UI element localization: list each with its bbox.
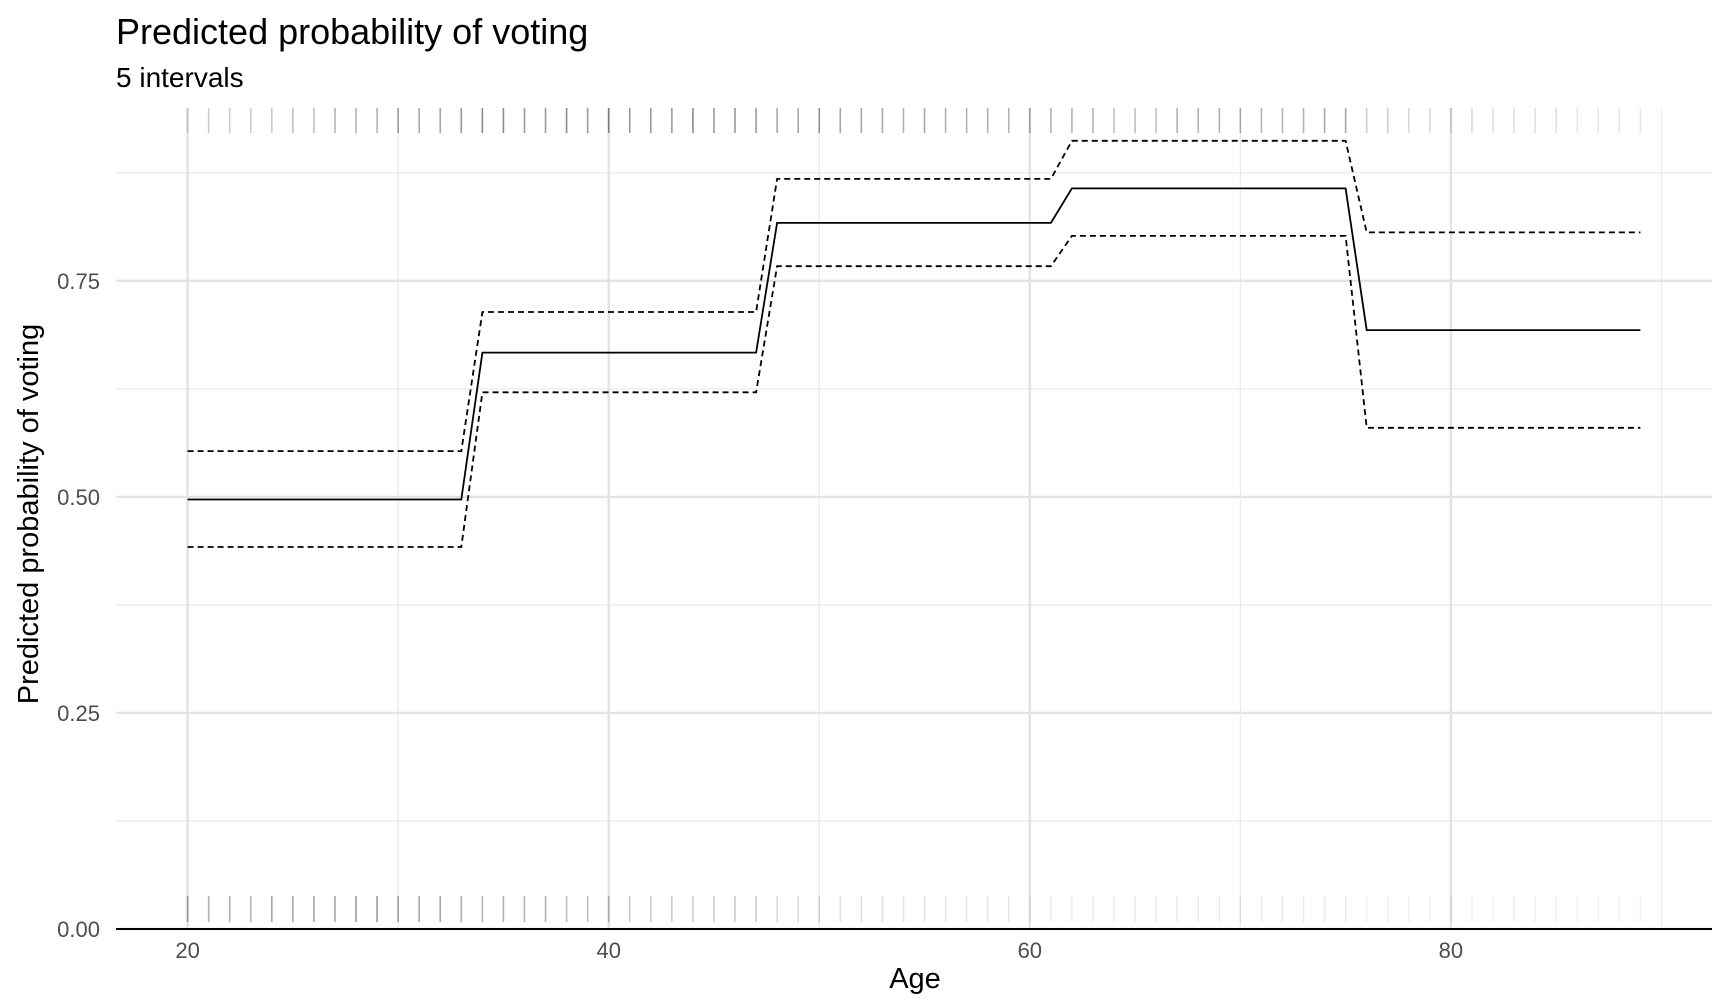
chart-title: Predicted probability of voting (116, 11, 588, 52)
y-tick-label: 0.75 (57, 269, 100, 294)
minor-gridlines (116, 108, 1712, 929)
x-tick-labels: 20 40 60 80 (175, 938, 1463, 963)
x-tick-label: 80 (1439, 938, 1463, 963)
chart-subtitle: 5 intervals (116, 62, 244, 93)
x-tick-label: 40 (596, 938, 620, 963)
series-estimate-line (187, 187, 1641, 501)
y-tick-label: 0.50 (57, 485, 100, 510)
y-axis-title: Predicted probability of voting (13, 324, 45, 704)
x-axis-title: Age (889, 963, 941, 995)
series-ci-line-1 (187, 139, 1641, 453)
x-tick-label: 60 (1018, 938, 1042, 963)
y-tick-label: 0.25 (57, 701, 100, 726)
rug-top (186, 108, 1642, 133)
x-tick-label: 20 (175, 938, 199, 963)
series-ci-line-2 (187, 234, 1641, 548)
y-tick-labels: 0.00 0.25 0.50 0.75 (57, 269, 100, 942)
y-tick-label: 0.00 (57, 917, 100, 942)
major-gridlines (116, 108, 1712, 931)
rug-bottom (186, 896, 1642, 922)
series-layer (187, 139, 1641, 548)
